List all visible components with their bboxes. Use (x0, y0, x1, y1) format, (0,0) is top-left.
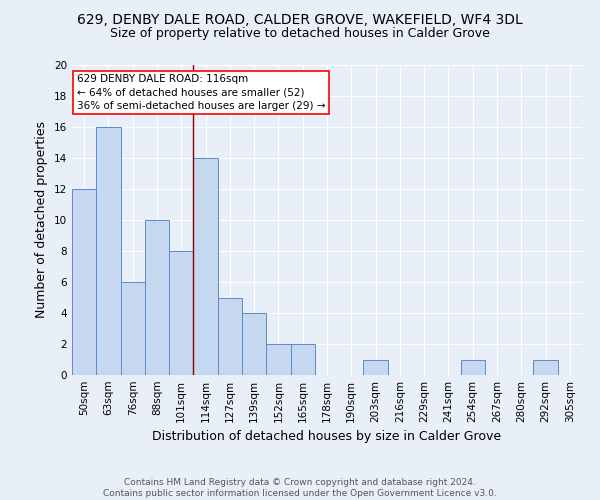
Y-axis label: Number of detached properties: Number of detached properties (35, 122, 49, 318)
Text: Size of property relative to detached houses in Calder Grove: Size of property relative to detached ho… (110, 28, 490, 40)
Bar (121, 282, 145, 375)
Bar (290, 344, 315, 375)
X-axis label: Distribution of detached houses by size in Calder Grove: Distribution of detached houses by size … (152, 430, 502, 444)
Text: 629, DENBY DALE ROAD, CALDER GROVE, WAKEFIELD, WF4 3DL: 629, DENBY DALE ROAD, CALDER GROVE, WAKE… (77, 12, 523, 26)
Bar (461, 360, 485, 375)
Bar (193, 158, 218, 375)
Bar (96, 127, 121, 375)
Bar (266, 344, 290, 375)
Text: Contains HM Land Registry data © Crown copyright and database right 2024.
Contai: Contains HM Land Registry data © Crown c… (103, 478, 497, 498)
Bar (364, 360, 388, 375)
Bar (242, 313, 266, 375)
Bar (533, 360, 558, 375)
Bar (169, 251, 193, 375)
Bar (72, 189, 96, 375)
Bar (218, 298, 242, 375)
Text: 629 DENBY DALE ROAD: 116sqm
← 64% of detached houses are smaller (52)
36% of sem: 629 DENBY DALE ROAD: 116sqm ← 64% of det… (77, 74, 326, 110)
Bar (145, 220, 169, 375)
